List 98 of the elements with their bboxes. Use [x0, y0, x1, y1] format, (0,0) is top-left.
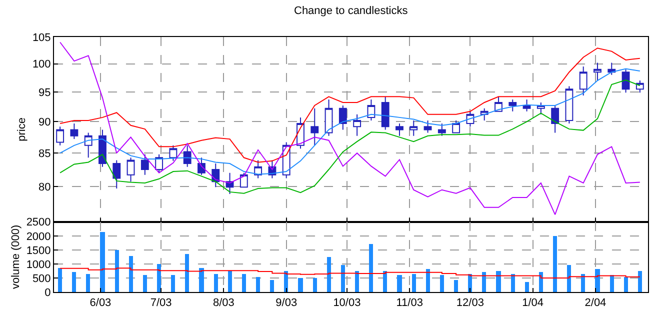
candlestick [338, 104, 347, 130]
y-tick-label: 1000 [26, 258, 51, 271]
bar [595, 268, 600, 292]
bar [72, 272, 76, 292]
bar [157, 264, 161, 292]
bar [355, 270, 359, 292]
y-tick-label: 1500 [26, 244, 51, 257]
y-tick-label: 2000 [26, 230, 51, 243]
bar [496, 270, 501, 292]
candlestick [112, 160, 121, 189]
x-tick-label: 8/03 [213, 297, 234, 310]
x-tick-label: 2/04 [584, 297, 606, 310]
candlestick [254, 160, 262, 179]
y-axis-title: volume (000) [10, 224, 22, 290]
bar [482, 272, 486, 292]
x-tick-label: 9/03 [276, 297, 298, 310]
bar [383, 270, 387, 292]
candlestick [565, 86, 574, 124]
candlestick [551, 104, 560, 134]
bar [58, 268, 62, 292]
y-tick-label: 100 [32, 58, 51, 71]
x-tick-label: 10/03 [333, 297, 361, 310]
bar [553, 236, 557, 292]
candlestick [98, 129, 106, 168]
candlestick [353, 114, 362, 136]
bar [100, 232, 105, 292]
x-tick-label: 1/04 [522, 297, 544, 310]
chart-title: Change to candlesticks [294, 5, 408, 17]
bar [624, 276, 628, 292]
y-axis-title: price [16, 118, 28, 142]
bar [610, 274, 614, 292]
bar [228, 270, 232, 292]
y-tick-label: 85 [38, 148, 51, 160]
candlestick [183, 144, 192, 168]
bar [171, 274, 175, 292]
candlestick [56, 126, 64, 146]
candlestick [367, 99, 376, 121]
candlestick [579, 66, 588, 96]
bar [270, 280, 274, 292]
bar [440, 274, 444, 292]
x-tick-label: 6/03 [90, 297, 112, 310]
bar [369, 244, 373, 292]
line-series [60, 79, 640, 194]
candlestick [84, 132, 92, 158]
candlestick [494, 96, 502, 112]
x-tick-label: 11/03 [396, 297, 423, 310]
y-tick-label: 95 [38, 86, 51, 99]
candlestick [126, 157, 135, 182]
candlestick [169, 144, 178, 162]
candlestick [324, 99, 333, 136]
candlestick [594, 62, 602, 82]
bar [426, 268, 430, 292]
bar [525, 282, 529, 292]
candlestick [381, 96, 390, 130]
bar [115, 250, 119, 292]
bar [86, 274, 90, 292]
x-tick-label: 7/03 [150, 297, 172, 310]
bar [129, 256, 133, 292]
y-tick-label: 105 [32, 32, 51, 44]
candlestick [155, 154, 164, 174]
bar [242, 274, 246, 292]
y-tick-label: 90 [38, 116, 51, 129]
candlestick [452, 120, 460, 134]
candlestick [140, 154, 149, 176]
line-series [60, 42, 640, 216]
bar [313, 278, 317, 292]
bar [581, 274, 585, 292]
bar [256, 276, 260, 292]
bar [327, 256, 331, 292]
line-series [60, 68, 640, 175]
bar [214, 274, 218, 292]
bar [412, 274, 416, 292]
bar [341, 264, 345, 292]
candlestick [424, 120, 432, 134]
x-tick-label: 12/03 [456, 297, 484, 310]
bar [539, 272, 543, 292]
y-tick-label: 80 [38, 181, 51, 194]
candlestick [410, 120, 418, 136]
bar [567, 264, 571, 292]
bar [454, 280, 458, 292]
candlestick [508, 99, 517, 112]
bar [185, 254, 189, 292]
bar [143, 274, 147, 292]
bar [298, 278, 303, 292]
line-series [60, 48, 640, 163]
bar [511, 274, 515, 292]
y-tick-label: 2500 [26, 216, 51, 229]
candlestick [396, 123, 404, 136]
bar [397, 274, 402, 292]
y-tick-label: 0 [44, 286, 51, 299]
candlestick [438, 123, 446, 136]
candlestick [70, 123, 78, 140]
candlestick [310, 108, 319, 146]
bar [638, 270, 642, 292]
candlestick [636, 80, 644, 94]
bar [199, 268, 204, 292]
candlestick [240, 172, 248, 188]
y-tick-label: 500 [32, 272, 51, 285]
